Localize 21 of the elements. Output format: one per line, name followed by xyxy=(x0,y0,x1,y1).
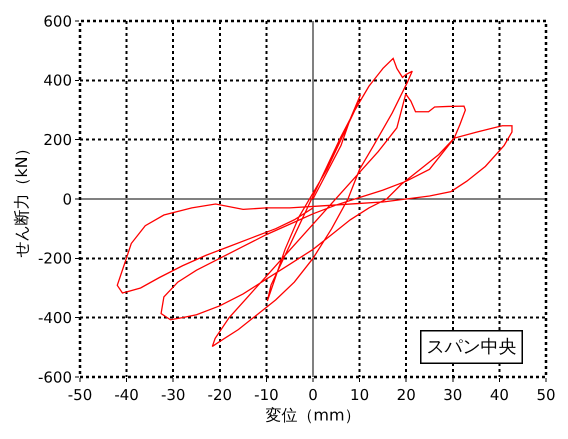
x-tick-label: -10 xyxy=(254,386,279,404)
x-tick-label: -30 xyxy=(160,386,186,404)
y-tick-label: -600 xyxy=(38,368,72,386)
x-axis-title: 変位（mm） xyxy=(265,406,361,425)
x-tick-label: 30 xyxy=(443,386,462,404)
x-tick-label: -40 xyxy=(114,386,139,404)
annotation: スパン中央 xyxy=(426,336,516,358)
y-axis-title: せん断力（kN） xyxy=(12,140,31,258)
x-tick-label: 0 xyxy=(308,386,318,404)
y-tick-label: 600 xyxy=(43,12,72,30)
y-tick-label: 200 xyxy=(43,130,72,149)
y-tick-label: 400 xyxy=(43,72,72,90)
x-tick-label: -50 xyxy=(68,386,92,404)
y-tick-label: -200 xyxy=(38,250,72,268)
y-tick-label: 0 xyxy=(62,190,72,208)
y-tick-label: -400 xyxy=(38,308,72,327)
x-tick-label: -20 xyxy=(208,386,232,404)
x-tick-label: 20 xyxy=(396,386,416,404)
x-tick-label: 50 xyxy=(536,386,556,404)
x-tick-label: 10 xyxy=(350,386,370,404)
x-tick-label: 40 xyxy=(490,386,509,404)
